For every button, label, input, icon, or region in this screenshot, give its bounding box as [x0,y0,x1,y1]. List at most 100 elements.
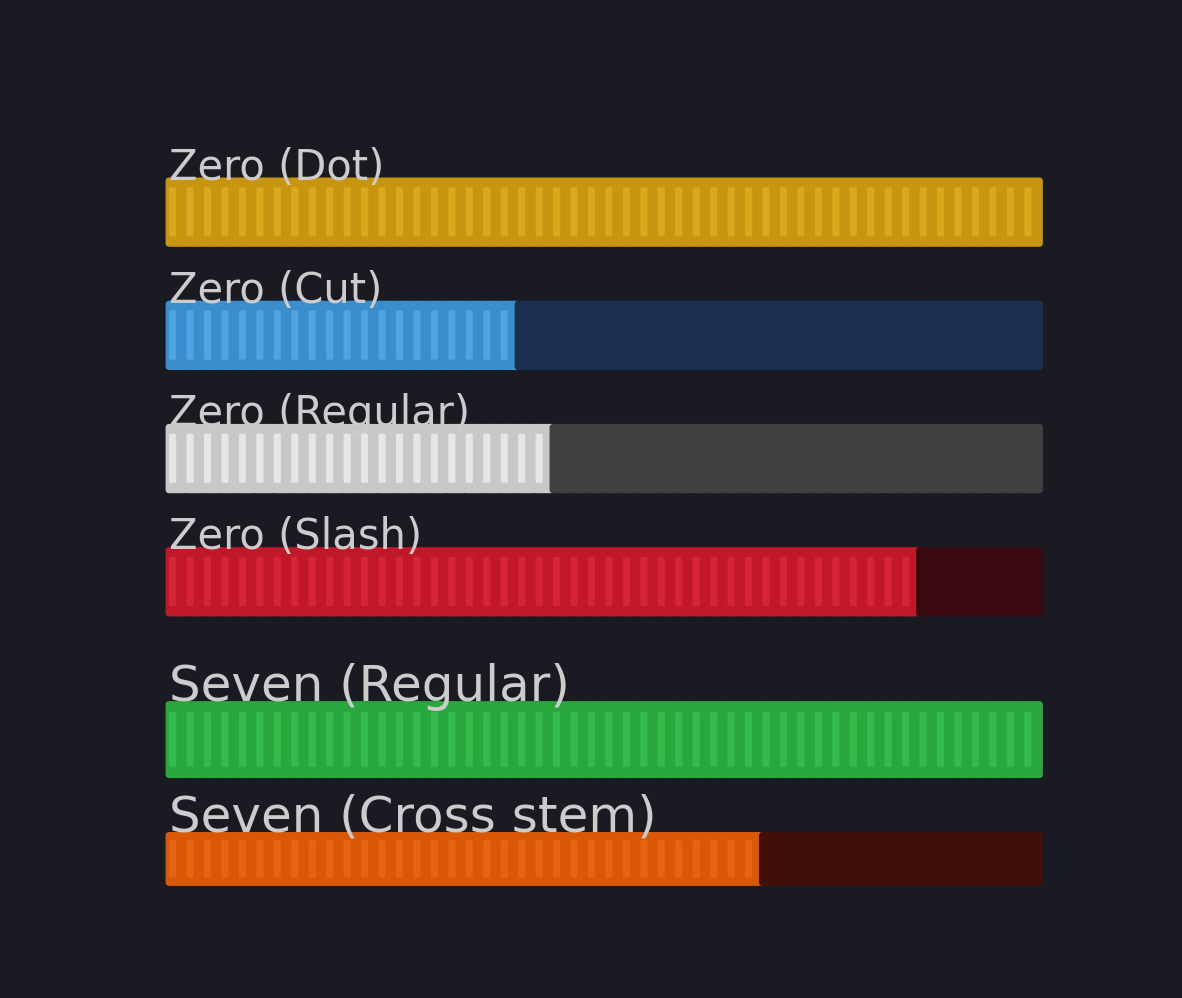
FancyBboxPatch shape [602,424,624,493]
FancyBboxPatch shape [587,840,595,877]
FancyBboxPatch shape [829,178,851,247]
FancyBboxPatch shape [567,424,589,493]
FancyBboxPatch shape [414,712,421,766]
FancyBboxPatch shape [762,712,769,766]
FancyBboxPatch shape [221,557,228,606]
FancyBboxPatch shape [187,310,194,359]
FancyBboxPatch shape [898,547,921,617]
FancyBboxPatch shape [902,188,909,237]
FancyBboxPatch shape [392,424,415,493]
FancyBboxPatch shape [309,557,316,606]
FancyBboxPatch shape [864,424,885,493]
FancyBboxPatch shape [428,702,449,778]
FancyBboxPatch shape [204,712,212,766]
FancyBboxPatch shape [444,547,467,617]
FancyBboxPatch shape [550,547,572,617]
FancyBboxPatch shape [952,832,973,886]
FancyBboxPatch shape [902,557,909,606]
FancyBboxPatch shape [217,547,240,617]
FancyBboxPatch shape [431,712,439,766]
FancyBboxPatch shape [358,832,379,886]
FancyBboxPatch shape [898,702,921,778]
FancyBboxPatch shape [780,557,787,606]
FancyBboxPatch shape [235,547,258,617]
FancyBboxPatch shape [780,712,787,766]
FancyBboxPatch shape [707,547,729,617]
FancyBboxPatch shape [287,300,310,370]
FancyBboxPatch shape [361,712,368,766]
FancyBboxPatch shape [375,547,397,617]
FancyBboxPatch shape [934,300,955,370]
FancyBboxPatch shape [916,300,939,370]
FancyBboxPatch shape [498,178,519,247]
Text: Zero (Cut): Zero (Cut) [169,269,383,312]
FancyBboxPatch shape [305,424,327,493]
FancyBboxPatch shape [584,424,606,493]
FancyBboxPatch shape [725,832,746,886]
FancyBboxPatch shape [1021,702,1043,778]
FancyBboxPatch shape [916,178,939,247]
FancyBboxPatch shape [811,300,833,370]
FancyBboxPatch shape [187,557,194,606]
FancyBboxPatch shape [986,178,1008,247]
FancyBboxPatch shape [884,557,891,606]
FancyBboxPatch shape [291,433,298,483]
FancyBboxPatch shape [553,188,560,237]
FancyBboxPatch shape [864,547,885,617]
FancyBboxPatch shape [759,178,781,247]
FancyBboxPatch shape [571,712,578,766]
FancyBboxPatch shape [637,547,658,617]
FancyBboxPatch shape [514,832,537,886]
FancyBboxPatch shape [204,310,212,359]
FancyBboxPatch shape [221,433,228,483]
FancyBboxPatch shape [587,712,595,766]
FancyBboxPatch shape [344,712,351,766]
FancyBboxPatch shape [916,702,939,778]
FancyBboxPatch shape [952,547,973,617]
FancyBboxPatch shape [741,424,764,493]
FancyBboxPatch shape [448,712,455,766]
FancyBboxPatch shape [340,300,362,370]
FancyBboxPatch shape [217,832,240,886]
FancyBboxPatch shape [675,188,682,237]
FancyBboxPatch shape [881,424,903,493]
FancyBboxPatch shape [968,702,991,778]
FancyBboxPatch shape [392,300,415,370]
FancyBboxPatch shape [287,547,310,617]
FancyBboxPatch shape [326,840,333,877]
FancyBboxPatch shape [514,424,537,493]
FancyBboxPatch shape [780,188,787,237]
FancyBboxPatch shape [814,712,821,766]
FancyBboxPatch shape [762,188,769,237]
FancyBboxPatch shape [204,433,212,483]
FancyBboxPatch shape [602,547,624,617]
FancyBboxPatch shape [619,832,642,886]
FancyBboxPatch shape [671,832,694,886]
FancyBboxPatch shape [274,712,281,766]
FancyBboxPatch shape [707,178,729,247]
FancyBboxPatch shape [165,547,188,617]
FancyBboxPatch shape [745,712,752,766]
FancyBboxPatch shape [221,712,228,766]
FancyBboxPatch shape [239,557,246,606]
FancyBboxPatch shape [466,310,473,359]
FancyBboxPatch shape [811,832,833,886]
FancyBboxPatch shape [619,702,642,778]
FancyBboxPatch shape [1021,547,1043,617]
FancyBboxPatch shape [1004,178,1026,247]
FancyBboxPatch shape [480,300,502,370]
FancyBboxPatch shape [759,832,781,886]
FancyBboxPatch shape [271,424,292,493]
FancyBboxPatch shape [794,424,816,493]
FancyBboxPatch shape [187,188,194,237]
FancyBboxPatch shape [741,547,764,617]
FancyBboxPatch shape [920,188,927,237]
FancyBboxPatch shape [641,557,648,606]
FancyBboxPatch shape [567,832,589,886]
FancyBboxPatch shape [358,702,379,778]
FancyBboxPatch shape [326,310,333,359]
FancyBboxPatch shape [584,547,606,617]
FancyBboxPatch shape [550,832,572,886]
FancyBboxPatch shape [759,547,781,617]
FancyBboxPatch shape [483,188,491,237]
